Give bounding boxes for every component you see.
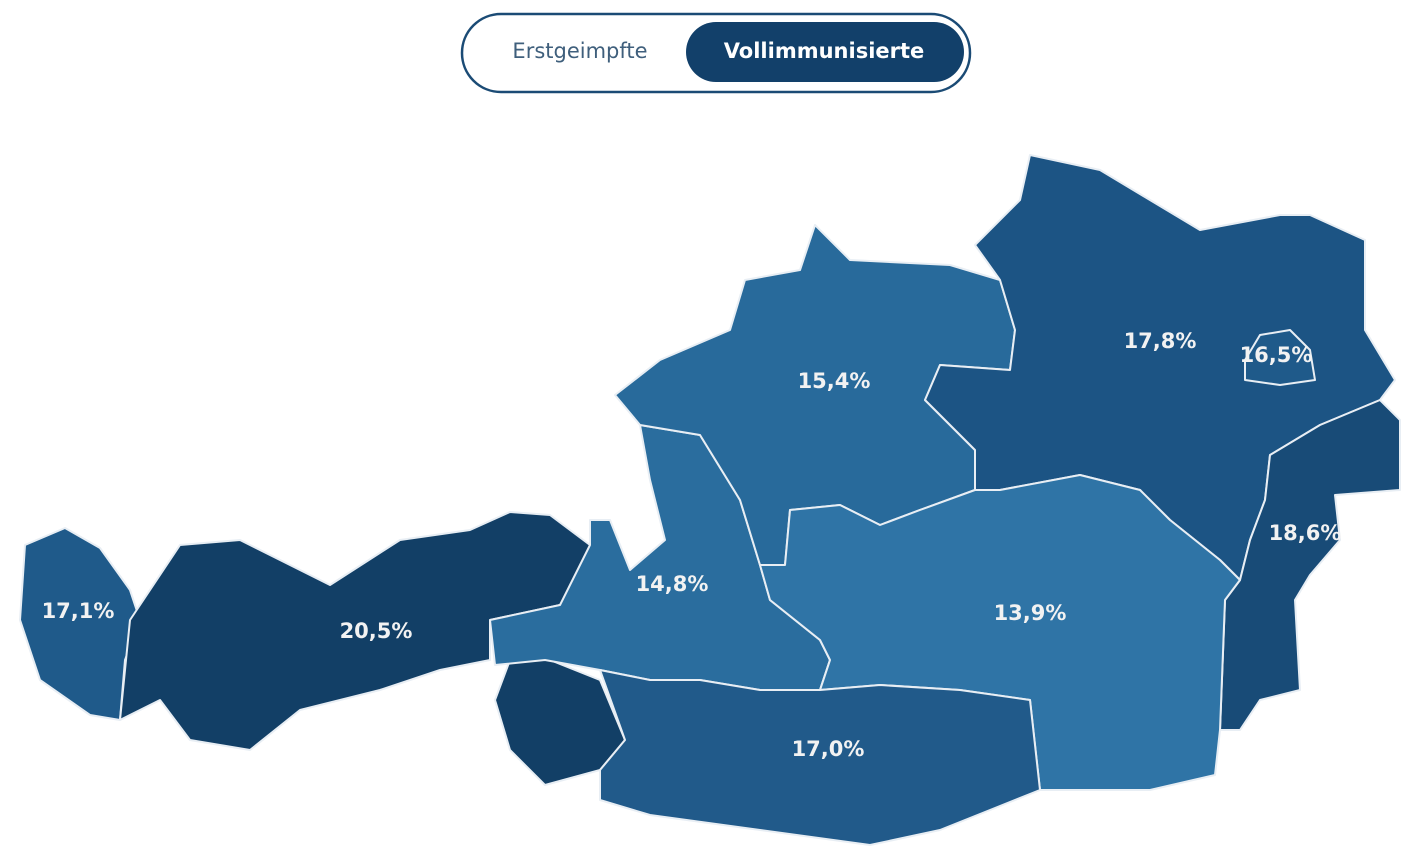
toggle-label[interactable]: Vollimmunisierte — [724, 39, 925, 63]
region — [759, 474, 1241, 791]
region-label: 18,6% — [1269, 521, 1342, 545]
region-label: 13,9% — [994, 601, 1067, 625]
region-label: 20,5% — [340, 619, 413, 643]
region-label: 17,0% — [792, 737, 865, 761]
region — [1219, 399, 1401, 731]
region — [599, 669, 1041, 846]
toggle-button[interactable] — [686, 22, 964, 82]
region-label: 17,1% — [42, 599, 115, 623]
region-label: 14,8% — [636, 572, 709, 596]
region-label: 15,4% — [798, 369, 871, 393]
region-label: 16,5% — [1240, 343, 1313, 367]
region — [1244, 329, 1316, 386]
region-label: 17,8% — [1124, 329, 1197, 353]
toggle-label[interactable]: Erstgeimpfte — [512, 39, 647, 63]
